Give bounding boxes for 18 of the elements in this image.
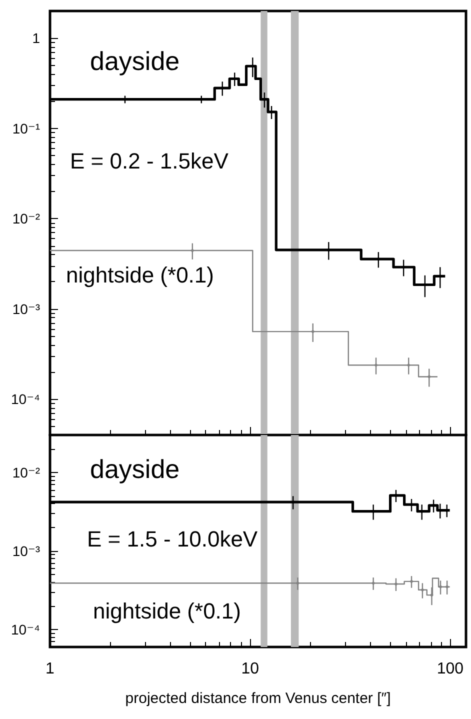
x-axis-title: projected distance from Venus center [″] <box>125 690 391 707</box>
y-tick-label: 10⁻³ <box>12 543 40 560</box>
annotation: E = 0.2 - 1.5keV <box>70 148 229 174</box>
series-label: nightside (*0.1) <box>93 598 241 624</box>
y-tick-label: 10⁻⁴ <box>11 622 40 638</box>
annotation: E = 1.5 - 10.0keV <box>87 526 258 552</box>
x-tick-label: 100 <box>436 660 464 678</box>
y-tick-label: 1 <box>32 30 40 46</box>
y-tick-label: 10⁻¹ <box>12 120 40 136</box>
series-label: dayside <box>90 454 180 484</box>
y-tick-label: 10⁻⁴ <box>11 391 40 408</box>
series-label: nightside (*0.1) <box>66 262 214 288</box>
y-tick-label: 10⁻² <box>12 464 40 480</box>
y-tick-label: 10⁻³ <box>12 300 40 317</box>
x-tick-label: 10 <box>241 660 260 678</box>
series-label: dayside <box>90 46 180 76</box>
x-tick-label: 1 <box>46 660 55 678</box>
y-tick-label: 10⁻² <box>12 210 40 227</box>
